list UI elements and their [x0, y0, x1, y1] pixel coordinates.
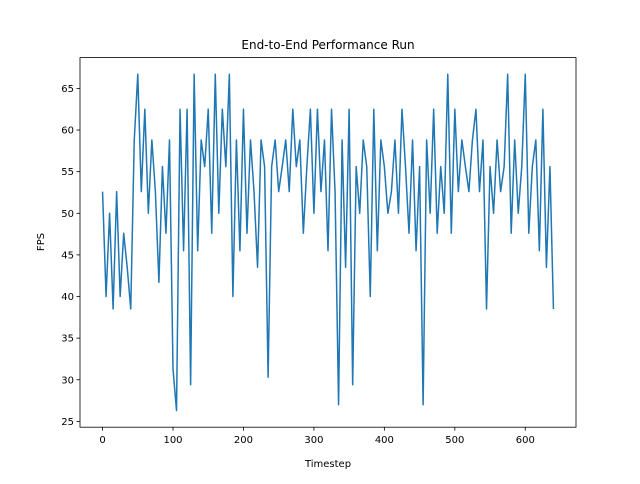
y-tick-label: 60: [61, 126, 74, 137]
y-tick-label: 55: [61, 167, 74, 178]
y-tick-label: 30: [61, 375, 74, 386]
y-tick-label: 50: [61, 209, 74, 220]
chart-title: End-to-End Performance Run: [241, 38, 414, 52]
x-tick-label: 100: [163, 435, 182, 446]
x-tick-label: 300: [304, 435, 323, 446]
x-tick-label: 0: [99, 435, 105, 446]
plot-frame: [79, 57, 577, 428]
line-series: [101, 73, 555, 412]
y-tick-label: 65: [61, 84, 74, 95]
y-tick-label: 40: [61, 292, 74, 303]
x-tick-label: 500: [445, 435, 464, 446]
y-tick-label: 35: [61, 334, 74, 345]
x-axis-label: Timestep: [304, 459, 351, 470]
y-tick-label: 25: [61, 417, 74, 428]
x-tick-label: 600: [516, 435, 535, 446]
y-tick-label: 45: [61, 250, 74, 261]
y-axis-label: FPS: [36, 233, 47, 251]
x-tick-label: 400: [375, 435, 394, 446]
x-tick-label: 200: [234, 435, 253, 446]
